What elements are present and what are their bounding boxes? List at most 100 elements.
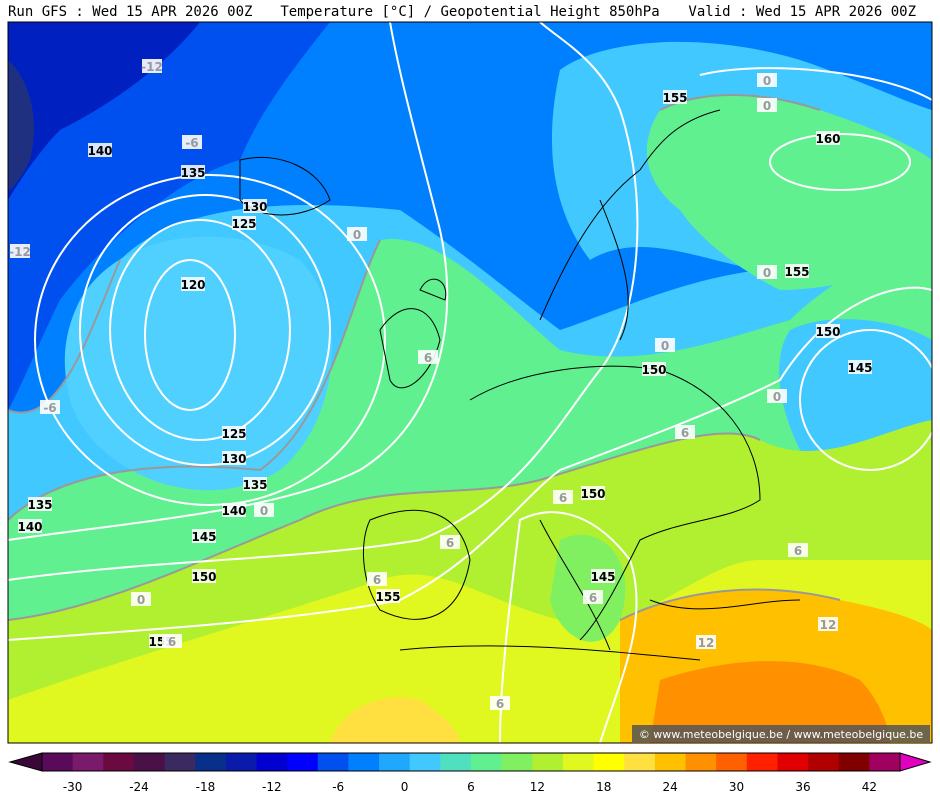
height-label: 140 bbox=[17, 520, 42, 534]
label-bg bbox=[418, 350, 438, 364]
colorbar-swatch bbox=[716, 753, 748, 771]
cold-area bbox=[8, 22, 330, 410]
height-label: 135 bbox=[27, 498, 52, 512]
temperature-label: 6 bbox=[496, 697, 504, 711]
label-bg bbox=[848, 360, 872, 374]
label-bg bbox=[10, 244, 30, 258]
height-label: 145 bbox=[191, 530, 216, 544]
colorbar-label: -24 bbox=[129, 780, 149, 794]
temperature-label: 0 bbox=[260, 504, 268, 518]
height-label: 150 bbox=[580, 487, 605, 501]
colorbar-swatch bbox=[103, 753, 135, 771]
height-label: 160 bbox=[815, 132, 840, 146]
colorbar-swatch bbox=[471, 753, 503, 771]
label-bg bbox=[192, 569, 216, 583]
label-bg bbox=[232, 216, 256, 230]
label-bg bbox=[440, 535, 460, 549]
temperature-label: 6 bbox=[373, 573, 381, 587]
colorbar-frame bbox=[41, 752, 901, 772]
label-bg bbox=[591, 569, 615, 583]
temperature-label: -6 bbox=[185, 136, 198, 150]
colorbar-label: 18 bbox=[596, 780, 611, 794]
label-bg bbox=[675, 425, 695, 439]
label-bg bbox=[181, 277, 205, 291]
label-bg bbox=[655, 338, 675, 352]
colorbar-label: 42 bbox=[862, 780, 877, 794]
height-label: 155 bbox=[375, 590, 400, 604]
colorbar-swatch bbox=[72, 753, 104, 771]
label-bg bbox=[553, 490, 573, 504]
title: Temperature [°C] / Geopotential Height 8… bbox=[280, 4, 659, 20]
cool-area bbox=[550, 534, 626, 642]
height-label: 120 bbox=[180, 278, 205, 292]
colorbar-swatch bbox=[42, 753, 74, 771]
height-label: 155 bbox=[662, 91, 687, 105]
temperature-label: 0 bbox=[353, 228, 361, 242]
label-bg bbox=[583, 590, 603, 604]
colorbar-swatch bbox=[593, 753, 625, 771]
label-bg bbox=[816, 324, 840, 338]
label-bg bbox=[243, 199, 267, 213]
colorbar-swatch bbox=[440, 753, 472, 771]
height-label: 150 bbox=[191, 570, 216, 584]
temperature-label: 6 bbox=[168, 635, 176, 649]
label-bg bbox=[347, 227, 367, 241]
label-bg bbox=[192, 529, 216, 543]
hot-area bbox=[330, 697, 460, 743]
height-label: 155 bbox=[784, 265, 809, 279]
colorbar-arrow bbox=[8, 752, 43, 772]
colorbar-swatch bbox=[838, 753, 870, 771]
temperature-label: -6 bbox=[43, 401, 56, 415]
temperature-label: 0 bbox=[763, 266, 771, 280]
height-label: 150 bbox=[815, 325, 840, 339]
label-bg bbox=[663, 90, 687, 104]
colorbar-swatch bbox=[869, 753, 901, 771]
label-bg bbox=[767, 389, 787, 403]
colorbar-label: 24 bbox=[663, 780, 678, 794]
label-bg bbox=[18, 519, 42, 533]
colorbar-swatch bbox=[808, 753, 840, 771]
temperature-label: 0 bbox=[763, 74, 771, 88]
height-label: 135 bbox=[180, 166, 205, 180]
label-bg bbox=[142, 59, 162, 73]
valid-label: Valid : Wed 15 APR 2026 00Z bbox=[688, 4, 916, 20]
temperature-label: 0 bbox=[773, 390, 781, 404]
colorbar-swatch bbox=[225, 753, 257, 771]
colorbar-swatch bbox=[287, 753, 319, 771]
label-bg bbox=[88, 143, 112, 157]
hot-area bbox=[650, 661, 890, 743]
temperature-label: 6 bbox=[424, 351, 432, 365]
temperature-label: 12 bbox=[820, 618, 837, 632]
temperature-label: 12 bbox=[698, 636, 715, 650]
temperature-label: 0 bbox=[763, 99, 771, 113]
colorbar-swatch bbox=[133, 753, 166, 771]
height-label: 145 bbox=[847, 361, 872, 375]
colorbar-arrow bbox=[899, 752, 932, 772]
label-bg bbox=[40, 400, 60, 414]
temperature-label: 0 bbox=[661, 339, 669, 353]
low-area bbox=[64, 236, 333, 491]
colorbar-swatch bbox=[685, 753, 717, 771]
colorbar-swatch bbox=[777, 753, 809, 771]
colorbar-swatch bbox=[348, 753, 380, 771]
coastlines bbox=[239, 109, 801, 661]
label-bg bbox=[816, 131, 840, 145]
colorbar-label: 30 bbox=[729, 780, 744, 794]
label-bg bbox=[162, 634, 182, 648]
colorbar-label: 36 bbox=[795, 780, 810, 794]
label-bg bbox=[254, 503, 274, 517]
colorbar-label: -6 bbox=[332, 780, 344, 794]
colorbar-label: 12 bbox=[530, 780, 545, 794]
isotherm bbox=[8, 94, 841, 621]
label-bg bbox=[376, 589, 400, 603]
label-bg bbox=[367, 572, 387, 586]
colorbar-swatch bbox=[379, 753, 411, 771]
temperature-label: 0 bbox=[137, 593, 145, 607]
colorbar-swatch bbox=[501, 753, 533, 771]
height-label: 130 bbox=[221, 452, 246, 466]
label-bg bbox=[222, 451, 246, 465]
watermark-bg bbox=[632, 725, 930, 742]
colorbar-label: 6 bbox=[467, 780, 475, 794]
temperature-label: 6 bbox=[446, 536, 454, 550]
